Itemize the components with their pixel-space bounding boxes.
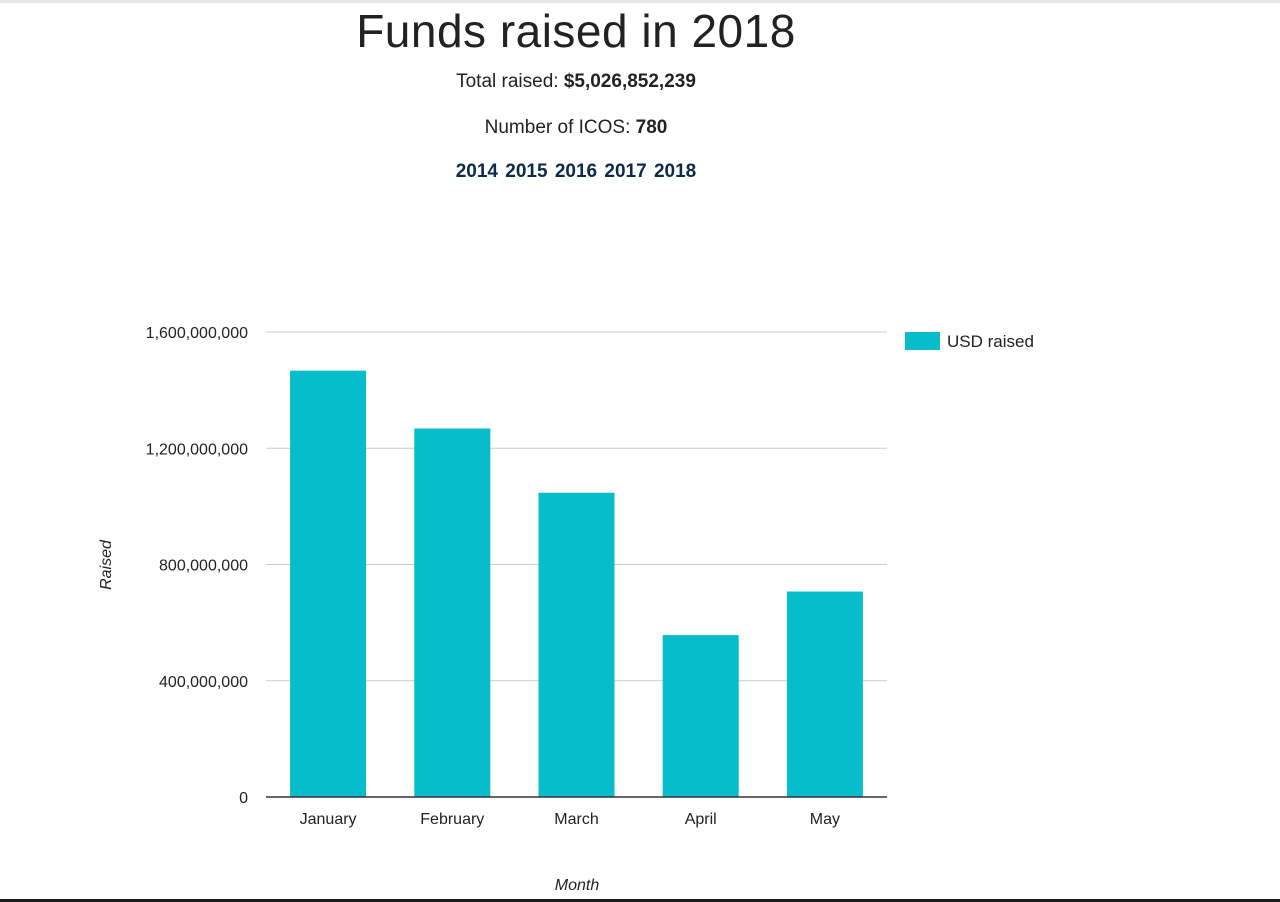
- year-link-2015[interactable]: 2015: [505, 161, 548, 182]
- total-raised-label: Total raised:: [456, 71, 564, 92]
- bar: [414, 428, 491, 797]
- x-tick-label: May: [810, 811, 840, 828]
- top-border: [0, 0, 1280, 3]
- x-tick-label: March: [554, 811, 598, 828]
- year-link-2016[interactable]: 2016: [554, 161, 598, 182]
- year-link-2017[interactable]: 2017: [604, 161, 647, 182]
- y-tick-label: 0: [239, 790, 248, 807]
- total-raised: Total raised: $5,026,852,239: [0, 71, 1152, 93]
- y-tick-label: 1,200,000,000: [146, 441, 248, 458]
- bar: [290, 370, 367, 797]
- bar: [786, 591, 863, 797]
- ico-count: Number of ICOS: 780: [0, 117, 1152, 139]
- bar: [538, 492, 615, 797]
- page-title: Funds raised in 2018: [356, 5, 796, 57]
- x-tick-label: April: [685, 811, 717, 828]
- y-axis-title: Raised: [98, 539, 115, 590]
- x-tick-label: February: [420, 811, 484, 828]
- x-axis-title: Month: [555, 877, 600, 894]
- legend-swatch: [905, 332, 940, 350]
- x-tick-label: January: [300, 811, 357, 828]
- year-selector: 2014 2015 2016 2017 2018: [0, 161, 1152, 183]
- total-raised-value: $5,026,852,239: [563, 71, 696, 92]
- year-link-2014[interactable]: 2014: [455, 161, 499, 182]
- ico-count-label: Number of ICOS:: [484, 117, 636, 138]
- y-tick-label: 1,600,000,000: [146, 325, 248, 342]
- year-link-2018[interactable]: 2018: [653, 161, 697, 182]
- y-tick-label: 400,000,000: [159, 674, 248, 691]
- bottom-border: [0, 899, 1280, 902]
- bar: [662, 635, 739, 797]
- ico-count-value: 780: [635, 117, 668, 138]
- legend-label: USD raised: [947, 332, 1034, 351]
- y-tick-label: 800,000,000: [159, 558, 248, 575]
